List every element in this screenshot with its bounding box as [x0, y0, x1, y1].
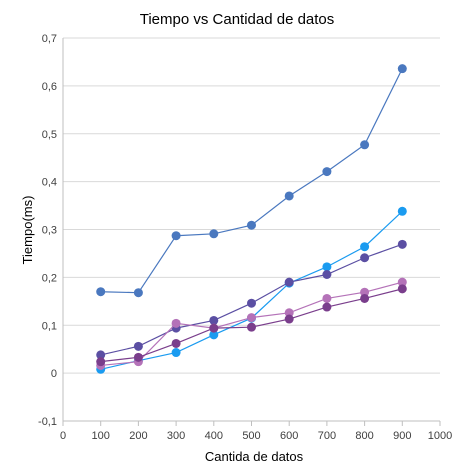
x-tick-label: 500: [242, 430, 260, 442]
y-tick-label: 0,4: [42, 177, 57, 189]
x-tick-label: 800: [355, 430, 373, 442]
data-point: [322, 262, 332, 272]
x-tick-label: 1000: [428, 430, 452, 442]
x-tick-label: 300: [167, 430, 185, 442]
series-5: [96, 284, 407, 367]
data-point: [397, 64, 407, 74]
y-tick-label: 0,2: [42, 272, 57, 284]
x-tick-label: 100: [92, 430, 110, 442]
data-point: [247, 322, 256, 332]
data-point: [209, 315, 219, 325]
data-point: [247, 220, 256, 230]
x-tick-label: 200: [129, 430, 147, 442]
chart-title: Tiempo vs Cantidad de datos: [140, 11, 335, 28]
x-tick-label: 0: [60, 430, 66, 442]
x-tick-label: 900: [393, 430, 411, 442]
axes: -0,100,10,20,30,40,50,60,70 100 200 300 400 5…: [38, 33, 452, 442]
data-point: [133, 341, 143, 351]
data-point: [209, 323, 219, 333]
series-3: [96, 239, 407, 360]
data-point: [209, 229, 219, 239]
data-point: [171, 318, 181, 328]
data-point: [284, 191, 294, 201]
data-point: [284, 308, 294, 318]
y-tick-label: 0: [51, 368, 57, 380]
data-point: [360, 253, 370, 263]
y-tick-label: 0,3: [42, 225, 57, 237]
data-point: [284, 277, 294, 287]
data-point: [133, 352, 143, 362]
x-tick-label: 700: [318, 430, 336, 442]
data-point: [247, 313, 256, 323]
y-tick-label: 0,5: [42, 129, 57, 141]
data-point: [360, 242, 370, 252]
data-point: [397, 206, 407, 216]
y-axis-title: Tiempo(ms): [20, 196, 35, 265]
data-point: [96, 350, 106, 360]
data-point: [171, 231, 181, 241]
data-point: [397, 284, 407, 294]
data-point: [96, 287, 106, 297]
data-point: [322, 293, 332, 303]
y-tick-label: -0,1: [38, 416, 57, 428]
data-point: [360, 293, 370, 303]
data-point: [171, 338, 181, 348]
x-tick-label: 400: [205, 430, 223, 442]
x-axis-title: Cantida de datos: [205, 449, 304, 464]
series-1: [96, 64, 407, 298]
y-tick-label: 0,6: [42, 81, 57, 93]
data-point: [322, 270, 332, 280]
data-point: [133, 288, 143, 298]
data-point: [171, 348, 181, 358]
data-point: [322, 167, 332, 177]
data-series: [96, 64, 407, 374]
data-point: [322, 302, 332, 312]
y-tick-label: 0,1: [42, 320, 57, 332]
data-point: [247, 298, 256, 308]
data-point: [360, 287, 370, 297]
y-tick-label: 0,7: [42, 33, 57, 45]
series-4: [96, 277, 407, 370]
data-point: [209, 330, 219, 340]
data-point: [96, 357, 106, 367]
data-point: [397, 277, 407, 287]
data-point: [284, 314, 294, 324]
data-point: [360, 140, 370, 150]
data-point: [397, 239, 407, 249]
x-tick-label: 600: [280, 430, 298, 442]
